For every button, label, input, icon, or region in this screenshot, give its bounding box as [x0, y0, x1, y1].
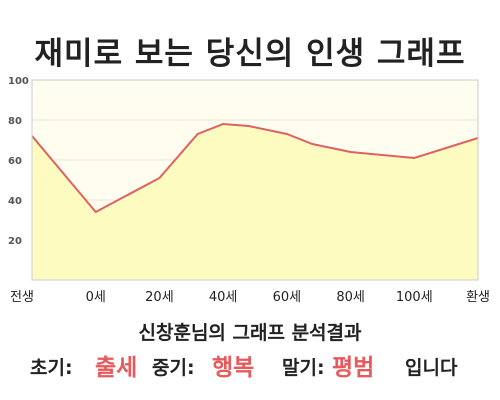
y-axis-ticks: 20 40 60 80 100 [8, 76, 29, 247]
ending-text: 입니다 [405, 357, 458, 379]
early-value: 출세 [95, 355, 138, 381]
y-tick-label: 20 [8, 236, 22, 247]
late-label: 말기: [282, 357, 325, 379]
x-tick-label: 100세 [396, 290, 433, 305]
y-tick-label: 80 [8, 116, 22, 127]
mid-value: 행복 [212, 355, 255, 381]
plot-frame [31, 79, 479, 281]
x-tick-label: 80세 [336, 290, 365, 305]
late-value: 평범 [332, 355, 375, 381]
mid-label: 중기: [152, 357, 195, 379]
life-line [31, 122, 479, 214]
x-tick-label: 환생 [466, 290, 490, 305]
x-tick-label: 전생 [10, 290, 34, 305]
x-tick-label: 0세 [86, 290, 106, 305]
x-axis-ticks: 전생 0세 20세 40세 60세 80세 100세 환생 [10, 290, 490, 305]
x-tick-label: 20세 [145, 290, 174, 305]
early-label: 초기: [30, 357, 73, 379]
analysis-subtitle: 신창훈님의 그래프 분석결과 [138, 322, 362, 344]
chart-title: 재미로 보는 당신의 인생 그래프 [34, 36, 466, 72]
x-tick-label: 40세 [209, 290, 238, 305]
y-tick-label: 40 [8, 196, 22, 207]
x-tick-label: 60세 [273, 290, 302, 305]
y-tick-label: 60 [8, 156, 22, 167]
area-fill [32, 124, 478, 280]
y-tick-label: 100 [8, 76, 29, 87]
